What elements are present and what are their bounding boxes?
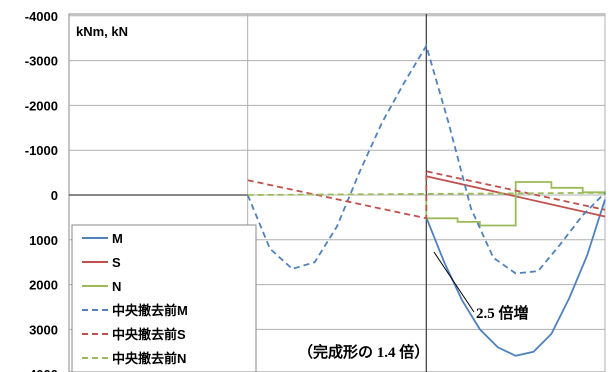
annotation-leader-line (433, 251, 475, 313)
y-axis-ticks: -4000 -3000 -2000 -1000 0 1000 2000 3000 4000 (25, 9, 58, 372)
legend-label: 中央撤去前M (112, 303, 188, 318)
y-tick-label: -2000 (25, 98, 58, 113)
y-tick-label: 1000 (29, 233, 58, 248)
legend-box (71, 224, 257, 372)
annotation-ratio-text: （完成形の 1.4 倍） (298, 343, 429, 361)
y-tick-label: 3000 (29, 322, 58, 337)
series-line (246, 43, 606, 275)
series-group (246, 43, 606, 357)
series-line (247, 170, 606, 220)
y-tick-label: -1000 (25, 143, 58, 158)
y-tick-label: 2000 (29, 278, 58, 293)
legend-label: S (112, 255, 121, 270)
y-tick-label: -4000 (25, 9, 58, 24)
y-tick-label: 0 (51, 188, 58, 203)
legend-label: 中央撤去前N (112, 351, 186, 366)
annotation-increase: 2.5 倍増 (433, 251, 529, 322)
annotation-increase-text: 2.5 倍増 (476, 304, 529, 322)
series-line (425, 181, 606, 227)
legend-label: M (112, 231, 123, 246)
unit-label: kNm, kN (76, 24, 128, 39)
legend: MSN 中央撤去前M 中央撤去前S 中央撤去前N (71, 224, 257, 372)
legend-label: 中央撤去前S (112, 327, 186, 342)
legend-label: N (112, 279, 121, 294)
series-line (425, 199, 606, 357)
y-tick-label: 4000 (29, 367, 58, 372)
y-tick-label: -3000 (25, 54, 58, 69)
